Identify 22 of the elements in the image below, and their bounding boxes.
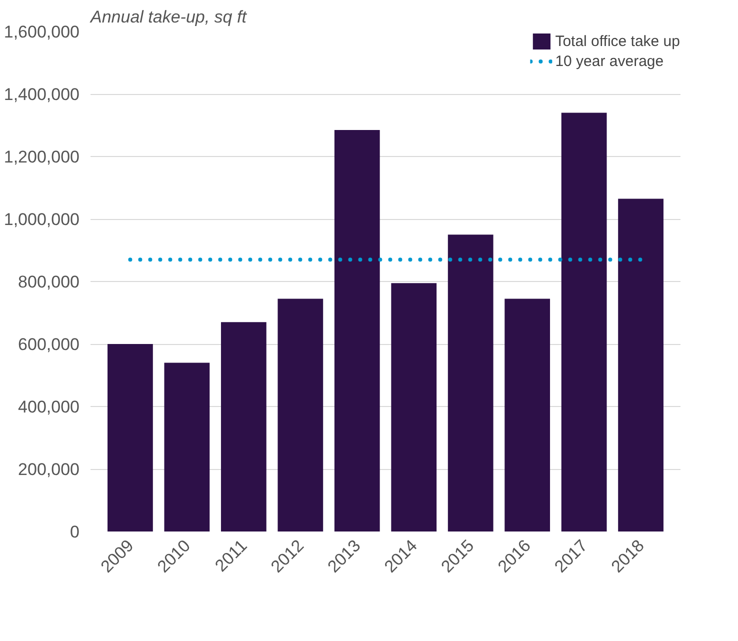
bar [334,130,380,532]
bar [448,234,494,532]
y-tick-label: 400,000 [18,398,80,416]
bar [618,198,664,532]
bar [278,298,324,532]
bar [391,283,437,532]
y-tick-label: 1,200,000 [4,148,80,166]
legend-label: 10 year average [555,52,664,70]
y-tick-label: 1,000,000 [4,210,80,229]
bar [164,362,210,532]
y-tick-label: 0 [70,522,80,542]
bar [108,344,153,532]
bar [561,112,607,532]
y-tick-label: 200,000 [18,460,80,479]
y-tick-label: 1,400,000 [4,85,80,104]
bar [504,298,550,532]
y-tick-label: 1,600,000 [4,22,80,42]
bar [220,322,266,532]
legend-label: Total office take up [555,32,680,50]
y-axis-title: Annual take-up, sq ft [90,8,248,26]
y-tick-label: 600,000 [18,335,80,354]
y-tick-label: 800,000 [18,272,80,292]
